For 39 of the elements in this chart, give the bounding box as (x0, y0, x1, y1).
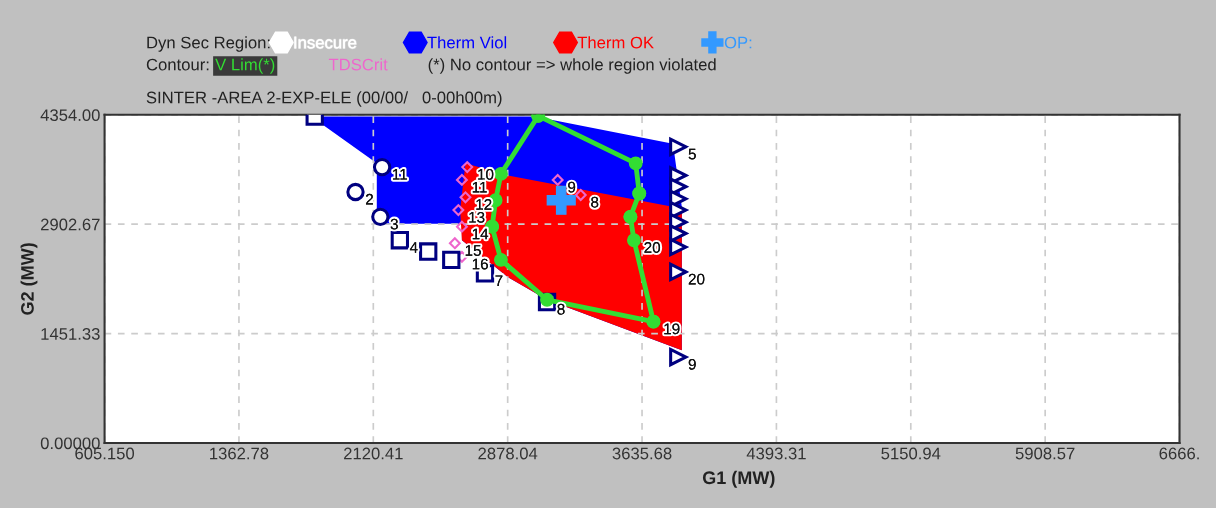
y-tick-label: 1451.33 (41, 327, 100, 340)
y-axis-title: G2 (MW) (20, 243, 38, 315)
x-tick-label: 2120.41 (344, 447, 403, 460)
annotation: 12 (476, 199, 492, 210)
annotation: 20 (644, 242, 661, 253)
annotation: 14 (472, 228, 489, 240)
annotation: 8 (591, 196, 599, 208)
annotation: 2 (365, 193, 373, 205)
text: Dyn Sec Region: (147, 36, 270, 52)
annotation: 4 (409, 242, 418, 253)
x-tick-label: 4393.31 (746, 447, 806, 460)
x-tick-label: 5908.57 (1015, 447, 1075, 460)
x-tick-label: 1362.78 (210, 447, 269, 460)
annotation: 20 (688, 273, 705, 285)
text: Contour: (146, 58, 209, 71)
text: V Lim(*) (215, 58, 275, 74)
x-axis-title: G1 (MW) (702, 470, 775, 488)
annotation: 7 (495, 275, 503, 286)
text: TDSCrit (328, 58, 388, 71)
y-tick-label: 2902.67 (41, 218, 100, 231)
x-tick-label: 5150.94 (881, 447, 941, 460)
annotation: 8 (557, 303, 565, 315)
chart-title: SINTER -AREA 2-EXP-ELE (00/00/ 0-00h00m) (146, 91, 502, 107)
annotation: 19 (664, 323, 680, 335)
annotation: 5 (688, 148, 696, 160)
annotation: 13 (469, 211, 485, 223)
x-tick-label: 2878.04 (478, 447, 538, 460)
annotation: 11 (392, 169, 407, 180)
annotation: 10 (478, 168, 494, 180)
legend-label: Therm Viol (427, 36, 507, 49)
annotation: 11 (472, 181, 487, 193)
x-tick-label: 6666. (1159, 447, 1199, 460)
legend-label: Insecure (294, 36, 357, 49)
legend-label: OP: (724, 36, 752, 49)
text: (*) No contour => whole region violated (428, 58, 716, 74)
annotation: 9 (688, 358, 696, 370)
x-tick-label: 3635.68 (612, 447, 672, 460)
legend-label: Therm OK (577, 36, 654, 49)
y-tick-label: 4354.00 (40, 109, 100, 122)
